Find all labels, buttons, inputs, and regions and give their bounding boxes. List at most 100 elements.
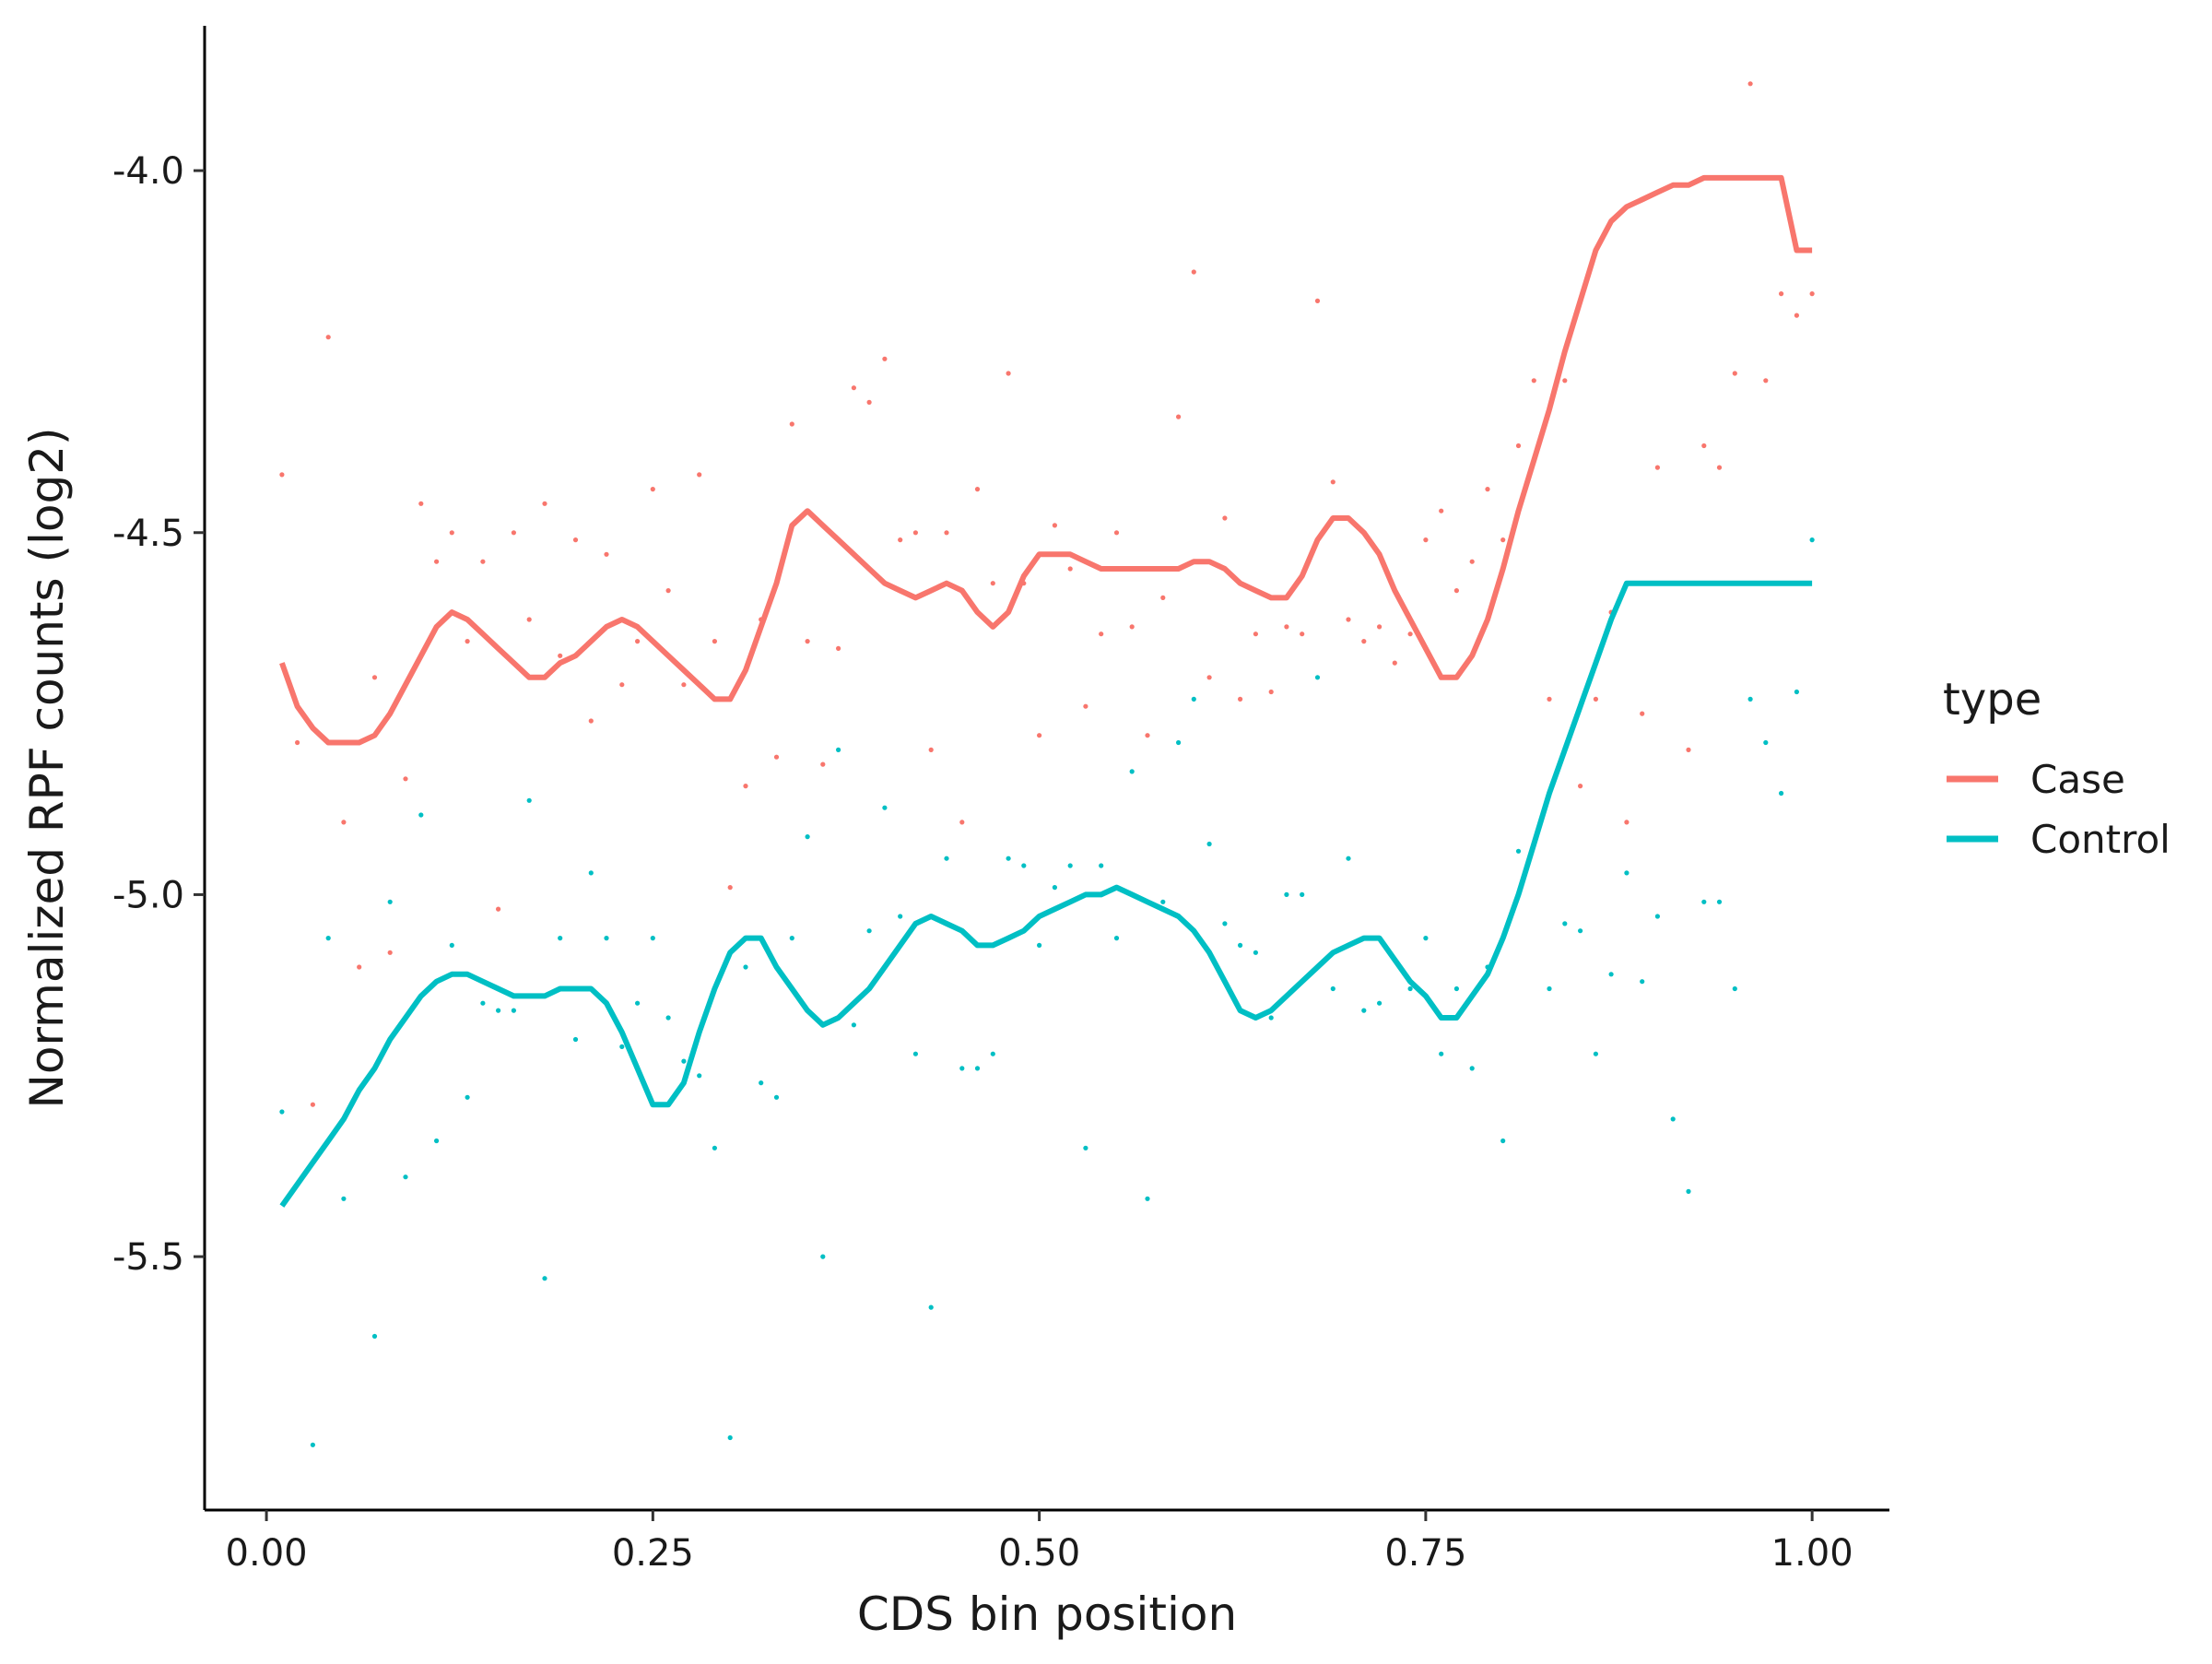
- data-point-control: [1701, 899, 1707, 904]
- data-point-case: [836, 645, 841, 652]
- data-point-control: [1794, 689, 1799, 695]
- data-point-control: [325, 936, 331, 941]
- data-point-control: [912, 1051, 919, 1056]
- data-point-case: [928, 747, 934, 753]
- data-point-control: [310, 1442, 315, 1447]
- data-point-case: [465, 639, 470, 644]
- data-point-case: [310, 1102, 315, 1107]
- data-point-case: [403, 776, 408, 782]
- data-point-case: [325, 335, 331, 340]
- data-point-case: [665, 588, 671, 594]
- data-point-control: [279, 1109, 285, 1115]
- data-point-case: [882, 356, 888, 361]
- data-point-control: [1640, 979, 1645, 985]
- data-point-control: [1407, 985, 1413, 992]
- data-point-control: [1206, 841, 1212, 847]
- data-point-control: [1129, 769, 1135, 774]
- data-point-case: [727, 885, 733, 891]
- data-point-control: [990, 1051, 995, 1056]
- data-point-control: [974, 1066, 981, 1071]
- data-point-control: [898, 914, 903, 919]
- data-point-control: [1021, 863, 1027, 868]
- data-point-case: [1654, 465, 1660, 470]
- legend: type Case Control: [1943, 674, 2171, 862]
- data-point-control: [341, 1196, 347, 1201]
- data-point-case: [743, 784, 748, 789]
- data-point-control: [1145, 1196, 1150, 1201]
- data-point-control: [681, 1058, 687, 1064]
- data-point-case: [1377, 624, 1382, 630]
- data-point-case: [480, 559, 486, 564]
- data-point-control: [1747, 696, 1753, 702]
- data-point-case: [1222, 515, 1228, 521]
- data-point-control: [697, 1073, 702, 1079]
- data-point-case: [418, 501, 424, 506]
- data-point-case: [1485, 487, 1490, 492]
- data-point-case: [697, 472, 702, 478]
- data-point-case: [1284, 624, 1289, 630]
- data-point-case: [1732, 371, 1737, 376]
- data-point-case: [511, 530, 517, 536]
- smooth-lines-layer: [279, 174, 1813, 1208]
- data-point-case: [1578, 784, 1583, 789]
- x-tick-label: 0.75: [1384, 1532, 1466, 1575]
- data-point-case: [387, 950, 393, 955]
- data-point-case: [712, 639, 718, 644]
- data-point-control: [1716, 899, 1723, 904]
- data-point-case: [635, 639, 641, 644]
- data-point-case: [1453, 588, 1459, 594]
- data-point-control: [1160, 899, 1166, 904]
- data-point-case: [1716, 465, 1723, 470]
- data-point-control: [1037, 942, 1042, 948]
- data-point-case: [974, 487, 981, 492]
- data-point-control: [1686, 1188, 1691, 1194]
- data-point-case: [1701, 443, 1707, 449]
- y-tick-label: -5.5: [112, 1236, 184, 1279]
- data-point-control: [1006, 856, 1011, 861]
- data-point-case: [604, 551, 609, 557]
- data-point-control: [418, 812, 424, 818]
- data-point-case: [1176, 414, 1182, 419]
- data-point-control: [727, 1434, 733, 1441]
- data-point-case: [1686, 747, 1691, 753]
- legend-title: type: [1943, 674, 2041, 726]
- data-point-control: [712, 1145, 718, 1151]
- data-point-control: [1222, 921, 1228, 926]
- data-point-case: [1515, 443, 1522, 449]
- data-point-control: [558, 936, 563, 941]
- data-point-control: [1361, 1008, 1367, 1013]
- data-point-case: [357, 964, 362, 970]
- data-point-case: [1361, 639, 1367, 644]
- data-point-case: [1439, 508, 1444, 513]
- scatter-points-layer: [279, 81, 1815, 1447]
- data-point-control: [650, 936, 655, 941]
- data-point-control: [1515, 848, 1522, 854]
- data-point-case: [1469, 559, 1475, 564]
- data-point-case: [851, 385, 857, 391]
- data-point-case: [371, 675, 378, 680]
- data-point-case: [619, 682, 625, 688]
- data-point-control: [665, 1015, 671, 1021]
- data-point-case: [1779, 291, 1784, 297]
- data-point-control: [511, 1008, 517, 1013]
- data-point-control: [928, 1304, 934, 1310]
- data-point-control: [789, 936, 794, 941]
- data-point-control: [759, 1080, 764, 1086]
- data-point-control: [1654, 914, 1660, 919]
- data-point-case: [1099, 631, 1104, 637]
- data-point-control: [1439, 1051, 1444, 1056]
- data-point-case: [820, 761, 826, 767]
- y-tick-label: -5.0: [112, 874, 184, 916]
- data-point-case: [496, 906, 501, 912]
- data-point-case: [1113, 530, 1120, 536]
- data-point-control: [572, 1036, 579, 1043]
- data-point-control: [1067, 863, 1073, 868]
- data-point-case: [681, 682, 687, 688]
- data-point-control: [836, 747, 841, 753]
- data-point-control: [542, 1276, 547, 1281]
- data-point-control: [944, 856, 949, 861]
- data-point-control: [1779, 790, 1784, 797]
- data-point-control: [635, 1000, 641, 1006]
